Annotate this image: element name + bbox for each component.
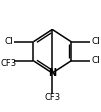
Text: Cl: Cl (4, 37, 13, 46)
Text: CF3: CF3 (1, 59, 17, 68)
Text: Cl: Cl (92, 56, 100, 65)
Text: Cl: Cl (92, 37, 100, 46)
Text: CF3: CF3 (44, 93, 60, 102)
Text: N: N (48, 68, 56, 78)
